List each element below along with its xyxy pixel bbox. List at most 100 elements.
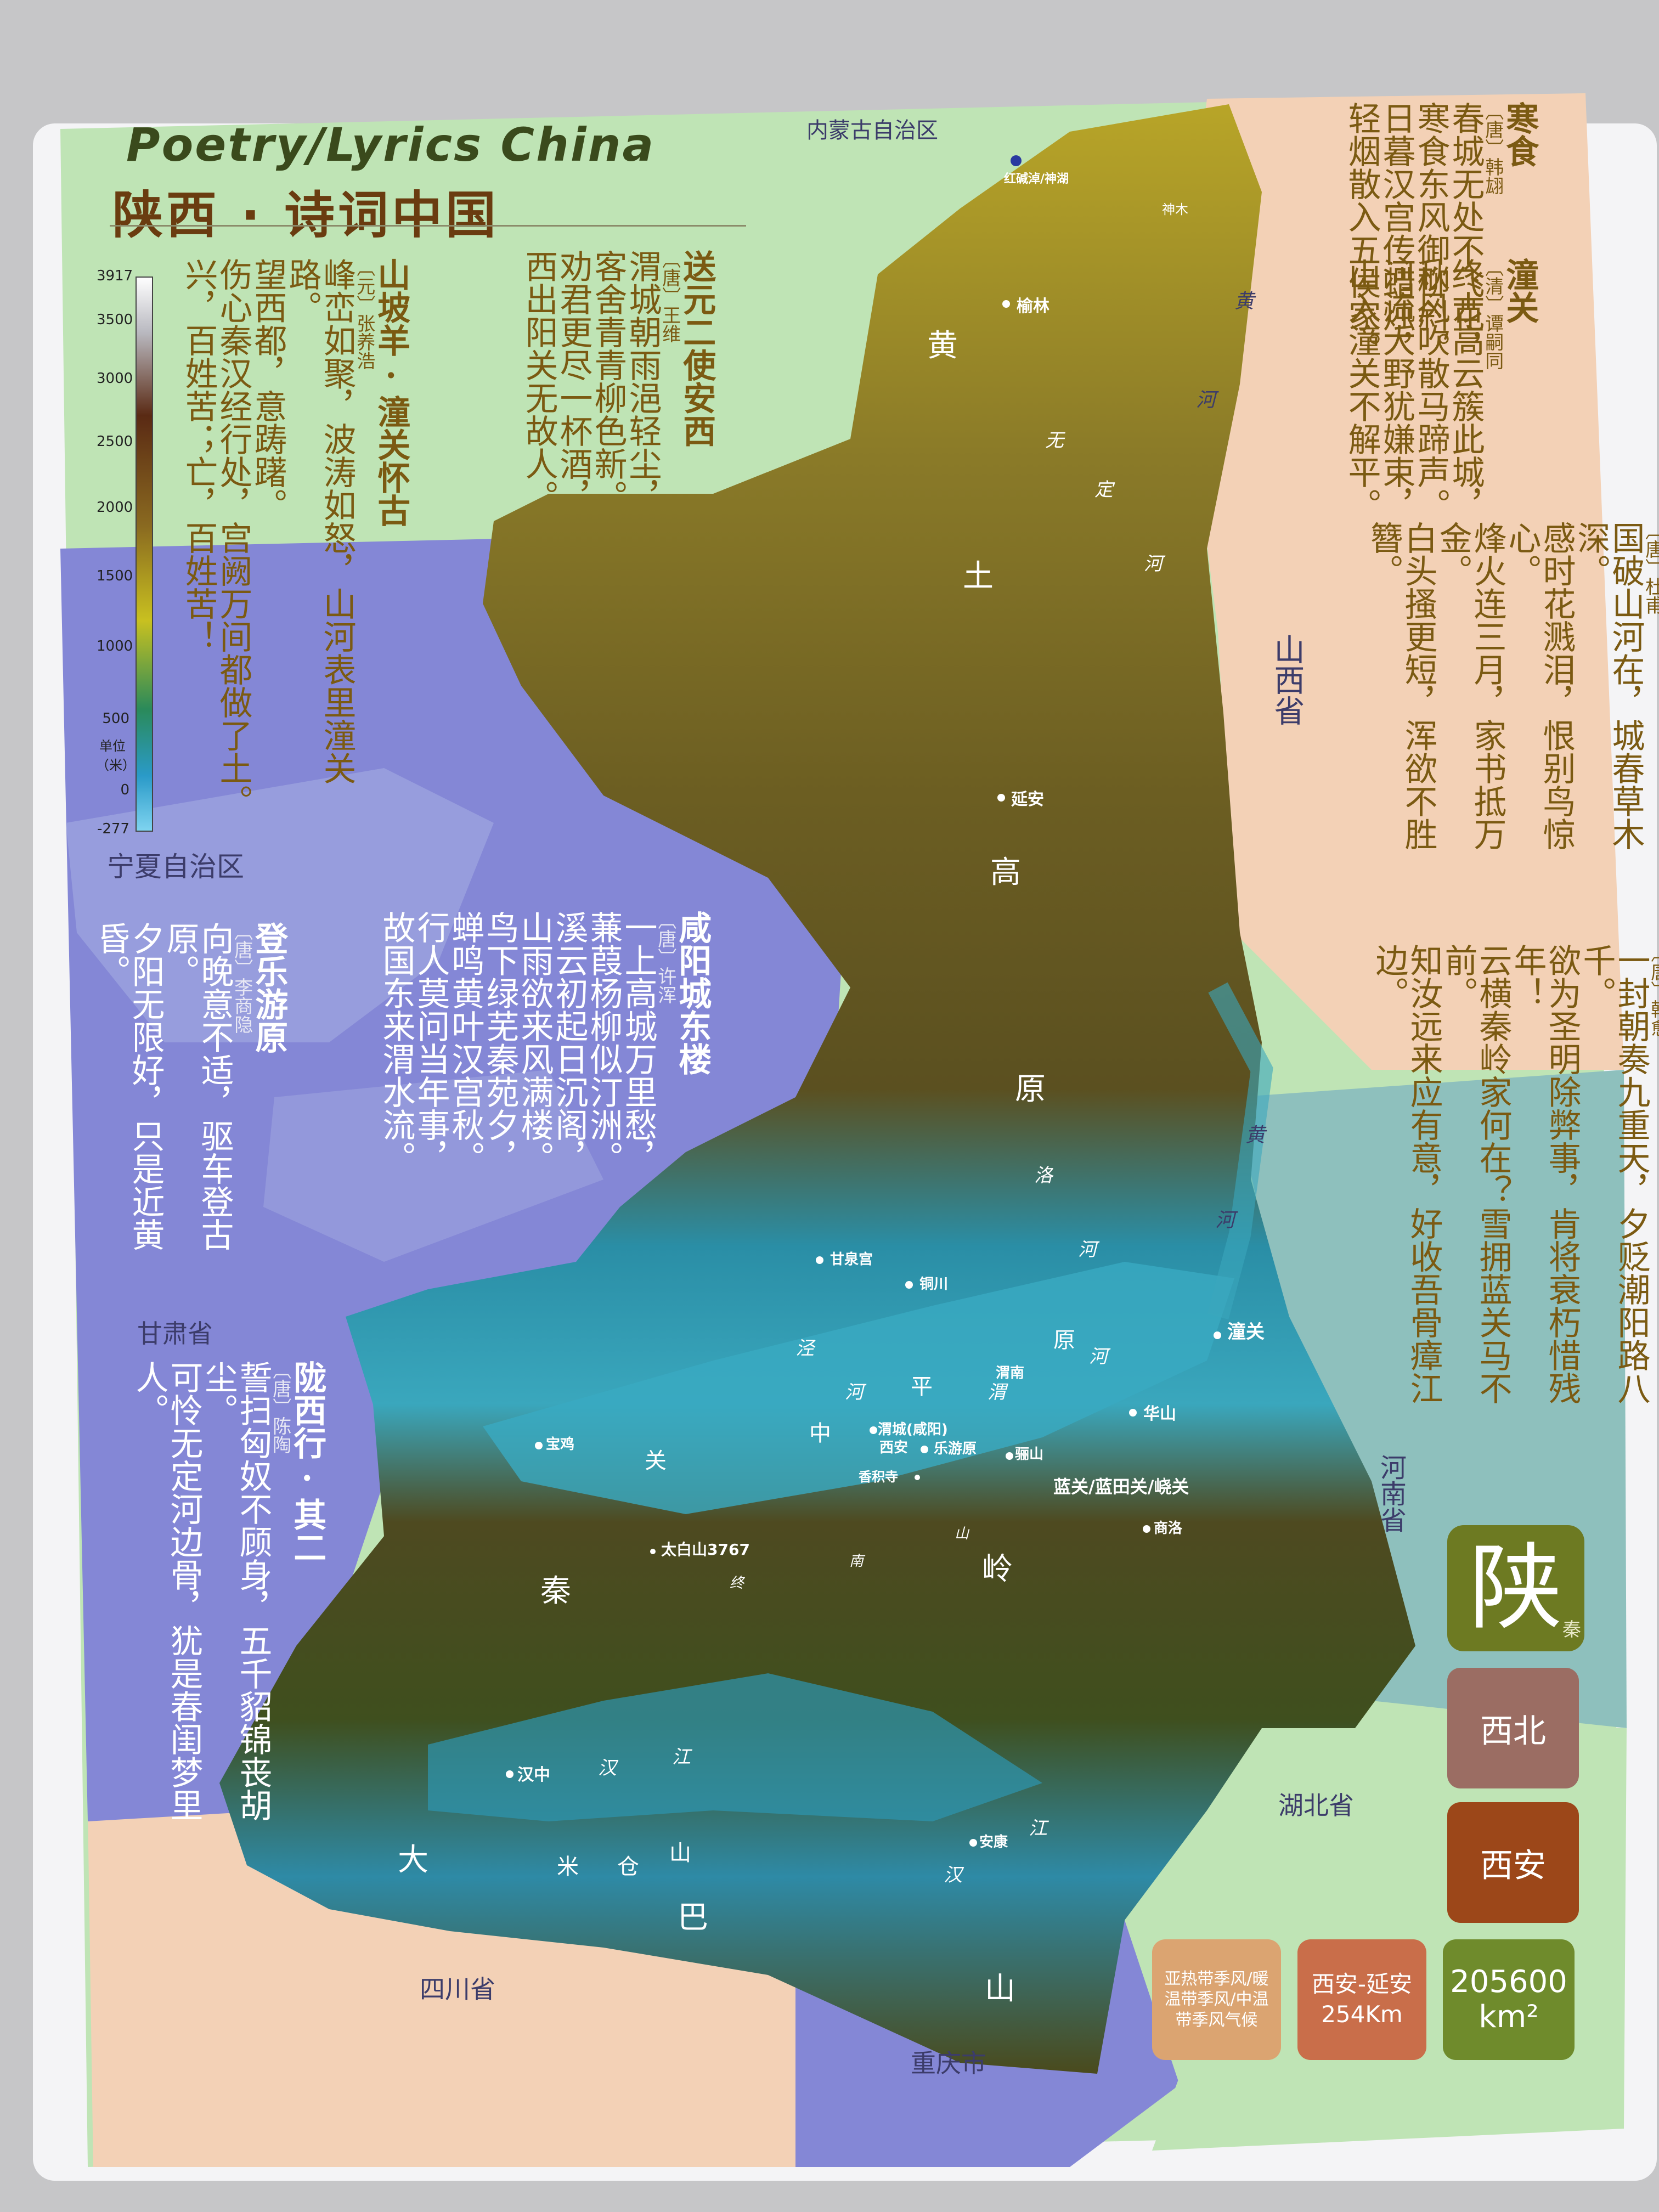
poem-line: 蝉鸣黄叶汉宫秋。 [446, 911, 484, 1174]
region-chongqing: 重庆市 [911, 2049, 986, 2078]
province-abbr: 陕 [1469, 1534, 1562, 1643]
poem-author: 〔唐〕陈陶 [269, 1361, 291, 1454]
province-alt-abbr: 秦 [1562, 1619, 1581, 1641]
han-river-label: 汉 [944, 1864, 962, 1886]
poem-line: 蒹葭杨柳似汀洲。 [584, 911, 623, 1174]
poem-line: 向晚意不适，驱车登古原。 [161, 922, 234, 1251]
wei-river-label: 河 [1089, 1346, 1108, 1368]
poem-author: 〔唐〕许浑 [654, 911, 676, 1004]
poem-author: 〔元〕张养浩 [353, 258, 375, 370]
poem-line: 春城无处不飞花， [1446, 101, 1485, 365]
region-shanxi: 山西省 [1269, 634, 1305, 726]
city-dot-icon [997, 794, 1005, 802]
poem-zuoqian: 左迁至蓝关示侄孙湘 〔唐〕韩愈 一封朝奏九重天，夕贬潮阳路八千。 欲为圣明除弊事… [1370, 944, 1659, 1437]
city-dot-icon [506, 1770, 514, 1778]
poem-line: 一上高城万里愁， [619, 911, 657, 1174]
wuding-river-label: 河 [1144, 553, 1163, 575]
mountain-icon [1006, 1452, 1013, 1460]
poem-line: 溪云初起日沉阁， [550, 911, 588, 1174]
city-dot-icon [1214, 1331, 1221, 1339]
area-badge: 205600 km² [1443, 1939, 1575, 2060]
poem-title: 陇西行·其二 [287, 1361, 326, 1564]
poem-xianyang: 咸阳城东楼 〔唐〕许浑 一上高城万里愁， 蒹葭杨柳似汀洲。 溪云初起日沉阁， 山… [377, 911, 712, 1218]
place-weicheng: 渭城(咸阳) [878, 1421, 948, 1438]
poem-chunwang: 春望 〔唐〕杜甫 国破山河在，城春草木深。 感时花溅泪，恨别鸟惊心。 烽火连三月… [1364, 521, 1659, 905]
poem-title: 潼关 [1500, 258, 1539, 324]
wuding-river-label: 定 [1094, 479, 1113, 501]
poem-line: 兴，百姓苦；亡，百姓苦！ [179, 258, 218, 653]
loess-plateau-label: 原 [1015, 1071, 1046, 1107]
guanzhong-label: 平 [911, 1374, 933, 1400]
place-lishan: 骊山 [1015, 1446, 1044, 1463]
mountain-icon [650, 1549, 656, 1554]
poem-line: 伤心秦汉经行处，宫阙万间都做了土。 [214, 258, 252, 817]
dabashan-label: 大 [398, 1842, 428, 1878]
poem-line: 夕阳无限好，只是近黄昏。 [92, 922, 165, 1251]
micangshan-label: 仓 [617, 1854, 639, 1880]
climate-badge: 亚热带季风/暖温带季风/中温带季风气候 [1152, 1939, 1281, 2060]
place-hanzhong: 汉中 [517, 1765, 550, 1785]
legend-tick: 0 [120, 782, 129, 798]
poem-line: 日暮汉宫传蜡烛， [1377, 101, 1415, 365]
poem-line: 轻烟散入五侯家。 [1342, 101, 1381, 365]
legend-tick: 2500 [97, 433, 133, 450]
luo-river-label: 洛 [1034, 1165, 1053, 1187]
place-taibai: 太白山3767 [661, 1541, 750, 1559]
guanzhong-label: 关 [645, 1448, 667, 1474]
city-dot-icon [535, 1442, 543, 1449]
city-dot-icon [1143, 1525, 1150, 1533]
poem-line: 渭城朝雨浥轻尘， [623, 250, 662, 513]
poem-longxixing: 陇西行·其二 〔唐〕陈陶 誓扫匈奴不顾身，五千貂锦丧胡尘。 可怜无定河边骨，犹是… [130, 1361, 326, 1843]
han-river-label: 江 [1029, 1818, 1047, 1839]
poem-author: 〔清〕谭嗣同 [1481, 258, 1504, 370]
title-chinese: 陕西 · 诗词中国 [112, 186, 500, 245]
lake-icon [1011, 155, 1022, 166]
legend-tick: 1500 [97, 568, 133, 584]
place-baoji: 宝鸡 [546, 1436, 575, 1453]
city-dot-icon [816, 1256, 823, 1264]
yellow-river-label: 黄 [1234, 290, 1255, 313]
title-divider [110, 225, 746, 227]
poem-line: 白头搔更短，浑欲不胜簪。 [1364, 521, 1437, 850]
region-hubei: 湖北省 [1278, 1791, 1354, 1820]
distance-badge: 西安-延安 254Km [1297, 1939, 1426, 2060]
poem-line: 国破山河在，城春草木深。 [1572, 521, 1645, 850]
yellow-river-label: 黄 [1245, 1124, 1266, 1147]
region-sichuan: 四川省 [420, 1974, 495, 2004]
place-shenmu: 神木 [1162, 202, 1188, 217]
poem-line: 寒食东风御柳斜。 [1412, 101, 1450, 365]
poem-line: 客舍青青柳色新。 [589, 250, 627, 513]
place-tongguan: 潼关 [1227, 1321, 1265, 1343]
city-dot-icon [1002, 300, 1010, 308]
zhongnan-label: 终 [730, 1575, 744, 1592]
qinling-label: 秦 [540, 1573, 571, 1609]
poem-line: 望西都，意踌躇。 [249, 258, 287, 521]
temple-icon [915, 1475, 920, 1480]
poem-line: 山入潼关不解平。 [1342, 258, 1381, 521]
shaanxi-terrain [219, 104, 1415, 2074]
region-henan: 河南省 [1375, 1454, 1406, 1533]
poem-line: 河流大野犹嫌束， [1377, 258, 1415, 521]
qinling-label: 岭 [982, 1551, 1013, 1587]
distance-route: 西安-延安 [1311, 1971, 1413, 1998]
poem-shanpoyang: 山坡羊·潼关怀古 〔元〕张养浩 峰峦如聚，波涛如怒，山河表里潼关路。 望西都，意… [179, 258, 410, 823]
guanzhong-label: 原 [1053, 1328, 1075, 1353]
poem-line: 劝君更尽一杯酒， [554, 250, 592, 513]
poem-line: 西出阳关无故人。 [520, 250, 558, 513]
poem-author: 〔唐〕王维 [658, 250, 681, 343]
poem-title: 送元二使安西 [677, 250, 716, 447]
area-unit: km² [1479, 1999, 1539, 2035]
capital-badge: 西安 [1447, 1802, 1579, 1923]
region-gansu: 甘肃省 [137, 1319, 213, 1348]
yellow-river-label: 河 [1215, 1209, 1235, 1232]
poem-tongguan: 潼关 〔清〕谭嗣同 终古高云簇此城， 秋风吹散马蹄声。 河流大野犹嫌束， 山入潼… [1342, 258, 1539, 521]
poem-line: 知汝远来应有意，好收吾骨瘴江边。 [1370, 944, 1443, 1404]
han-river-label: 江 [672, 1746, 691, 1768]
poem-line: 鸟下绿芜秦苑夕， [481, 911, 519, 1174]
poem-title: 咸阳城东楼 [673, 911, 712, 1075]
jing-river-label: 泾 [795, 1338, 814, 1359]
poem-line: 一封朝奏九重天，夕贬潮阳路八千。 [1577, 944, 1650, 1404]
poem-song-yuaner: 送元二使安西 〔唐〕王维 渭城朝雨浥轻尘， 客舍青青柳色新。 劝君更尽一杯酒， … [520, 250, 716, 798]
poem-line: 峰峦如聚，波涛如怒，山河表里潼关路。 [283, 258, 356, 785]
